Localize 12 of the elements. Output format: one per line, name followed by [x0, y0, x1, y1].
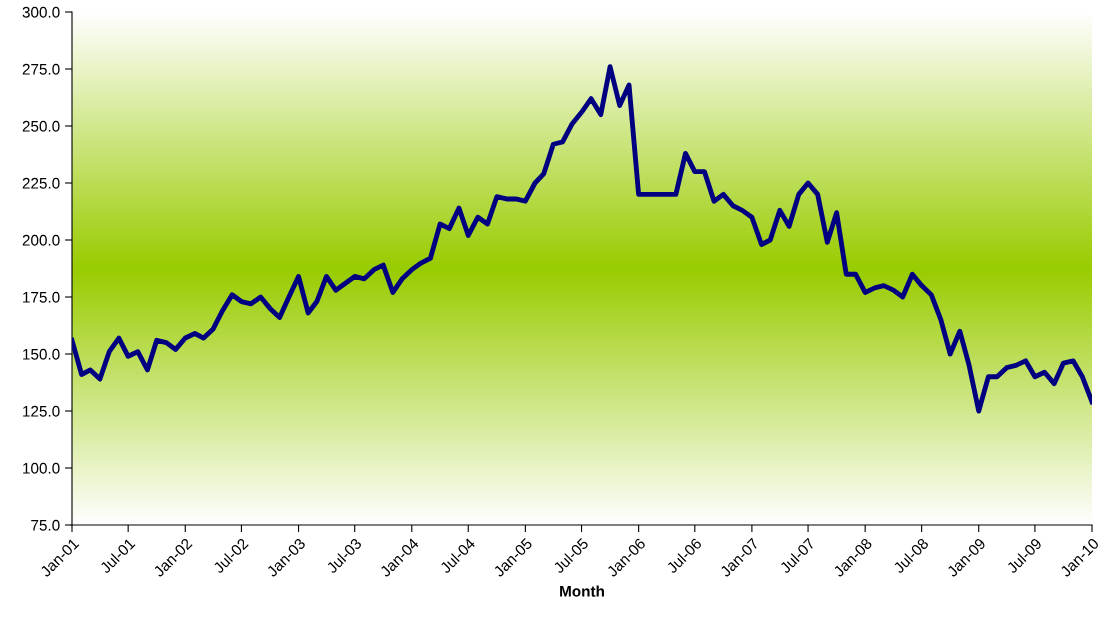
y-tick-label: 175.0	[23, 291, 60, 303]
y-tick-label: 275.0	[22, 63, 60, 75]
y-tick-label: 225.0	[22, 177, 60, 189]
y-tick-label: 150.0	[23, 348, 60, 360]
y-tick-label: 75.0	[31, 519, 60, 531]
line-series	[72, 64, 1092, 414]
y-tick-label: 300.0	[22, 6, 60, 18]
y-tick-label: 200.0	[22, 234, 60, 246]
y-tick-label: 125.0	[23, 405, 60, 417]
x-axis-title: Month	[560, 585, 604, 597]
y-tick-label: 250.0	[22, 120, 60, 132]
y-tick-label: 100.0	[23, 462, 60, 474]
